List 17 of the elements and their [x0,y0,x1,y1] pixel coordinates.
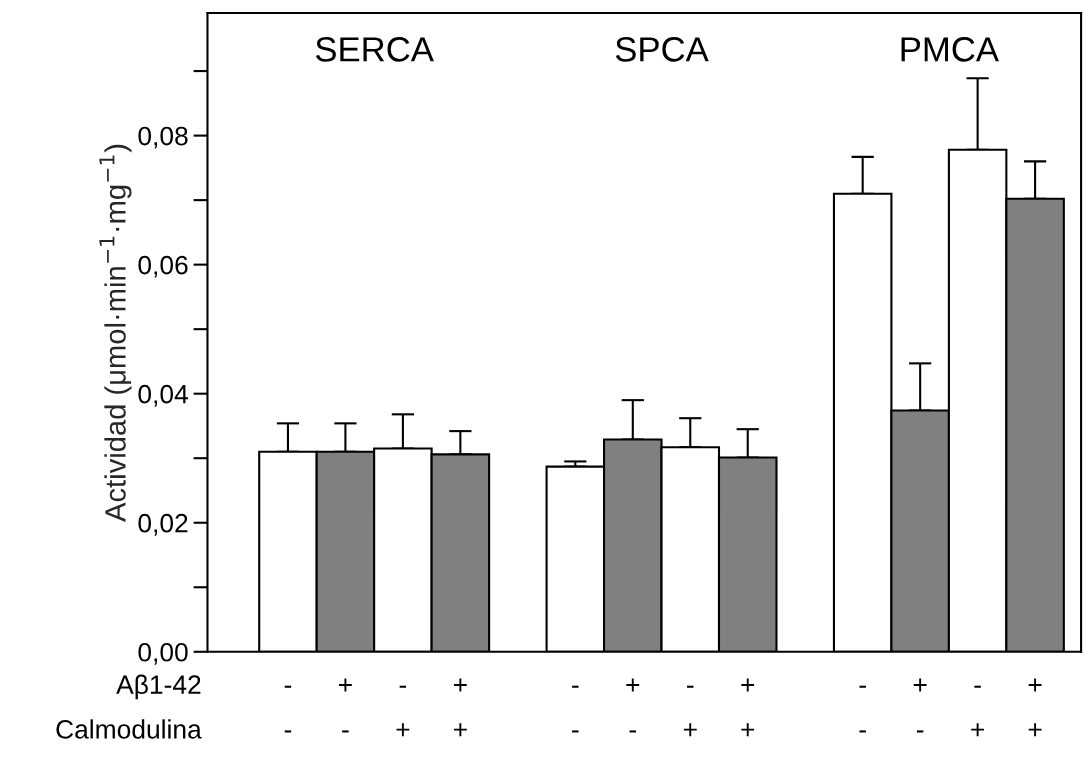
x-tick-label: PMCA [901,37,999,62]
text: - + - + [284,678,467,692]
y-tick-label: 0,00 [138,642,188,665]
y-tick-label: 0,02 [138,513,188,536]
text: Calmodulina [56,719,202,739]
y-axis-title: Actividad (μmol·min$^{−1}$·mg$^{−1}$) [99,144,132,522]
text: Aβ1-42 [116,674,201,700]
y-tick-label: 0,04 [138,384,188,407]
y-tick-label: 0,08 [138,126,188,149]
text: - + - + [572,678,755,692]
x-tick-label: SERCA [315,37,434,62]
text: - + - + [859,678,1042,692]
x-tick-label: SPCA [615,37,709,62]
text: - - + + [572,723,755,737]
text: - - + + [859,723,1042,737]
text: - - + + [284,723,467,737]
y-tick-label: 0,06 [138,255,188,278]
